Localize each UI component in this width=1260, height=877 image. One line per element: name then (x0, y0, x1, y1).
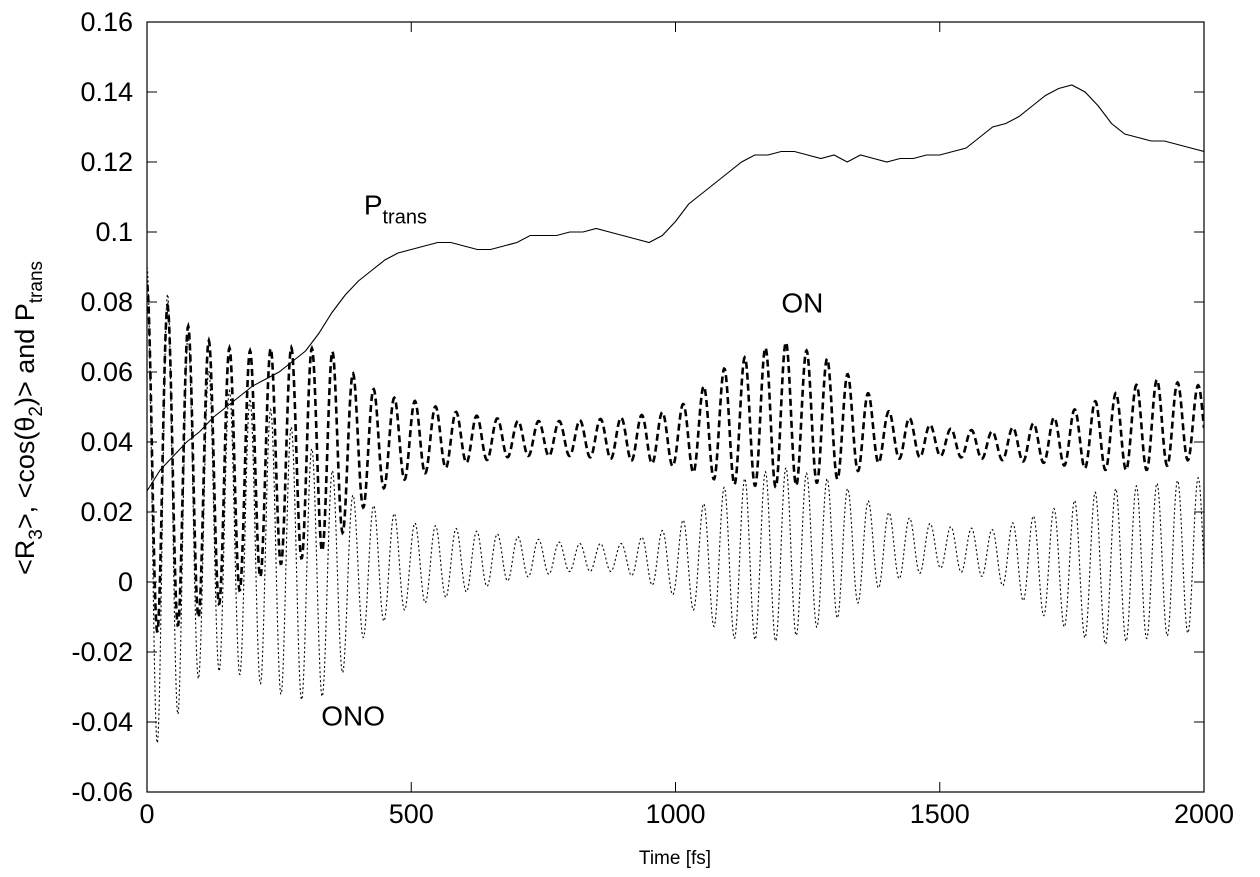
y-tick-label: -0.06 (71, 777, 133, 807)
y-tick-label: -0.04 (71, 707, 133, 737)
plot-frame (146, 21, 1205, 793)
y-tick-label: -0.02 (71, 637, 133, 667)
annotation-ono: ONO (321, 701, 385, 732)
y-tick-label: 0.16 (80, 7, 133, 37)
y-tick-label: 0.08 (80, 287, 133, 317)
x-tick-label: 2000 (1174, 799, 1234, 829)
y-tick-label: 0.14 (80, 77, 133, 107)
series-layer (147, 84, 1204, 745)
y-tick-label: 0.06 (80, 357, 133, 387)
y-axis-label: <R3>, <cos(θ2)> and Ptrans (10, 261, 47, 575)
x-axis-label: Time [fs] (639, 848, 711, 869)
x-tick-label: 0 (139, 799, 154, 829)
annotation-ptrans: Ptrans (364, 190, 427, 229)
y-tick-label: 0.02 (80, 497, 133, 527)
plot-border (146, 21, 1205, 793)
x-tick-label: 500 (389, 799, 434, 829)
annotation-on: ON (781, 288, 823, 319)
y-tick-label: 0.04 (80, 427, 133, 457)
annotation-layer: Ptrans ON ONO (321, 190, 823, 732)
x-tick-label: 1500 (910, 799, 970, 829)
y-tick-label: 0.1 (95, 217, 133, 247)
series-ptrans-line (147, 84, 1204, 492)
series-on-line (147, 284, 1204, 633)
y-tick-label: 0 (118, 567, 133, 597)
x-tick-label: 1000 (645, 799, 705, 829)
y-tick-label: 0.12 (80, 147, 133, 177)
ticks-layer: 0 500 1000 1500 2000 -0.06 -0.04 -0.02 0 0.02 0.04… (71, 7, 1234, 829)
